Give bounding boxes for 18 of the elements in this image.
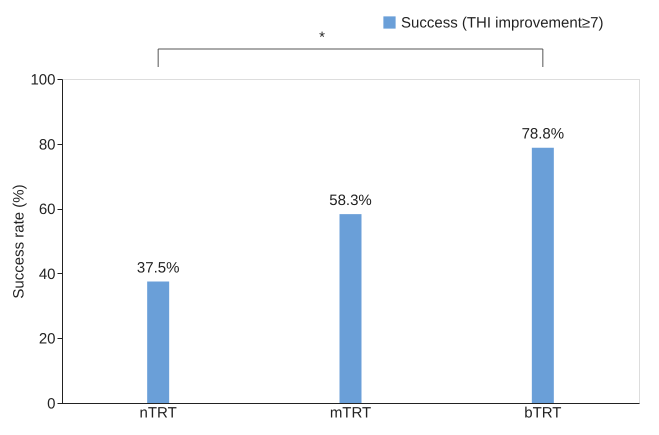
bar <box>340 214 362 403</box>
bar <box>147 282 170 403</box>
x-tick-label: mTRT <box>330 404 372 422</box>
y-tick-label: 100 <box>30 72 56 88</box>
y-tick-label: 20 <box>38 330 56 348</box>
text: 37.5% <box>136 260 180 276</box>
x-tick-label: bTRT <box>524 404 562 422</box>
y-tick-label: 80 <box>38 136 56 154</box>
legend-label: Success (THI improvement≥7) <box>401 14 604 32</box>
text: 78.8% <box>522 126 564 143</box>
text: 58.3% <box>329 192 372 210</box>
y-axis-title: Success rate (%) <box>10 184 28 299</box>
y-tick-label: 60 <box>38 201 56 218</box>
y-tick-label: 0 <box>47 396 56 412</box>
text: * <box>319 29 326 46</box>
x-tick-label: nTRT <box>140 404 177 422</box>
bar <box>532 148 554 403</box>
y-tick-label: 40 <box>38 266 56 283</box>
